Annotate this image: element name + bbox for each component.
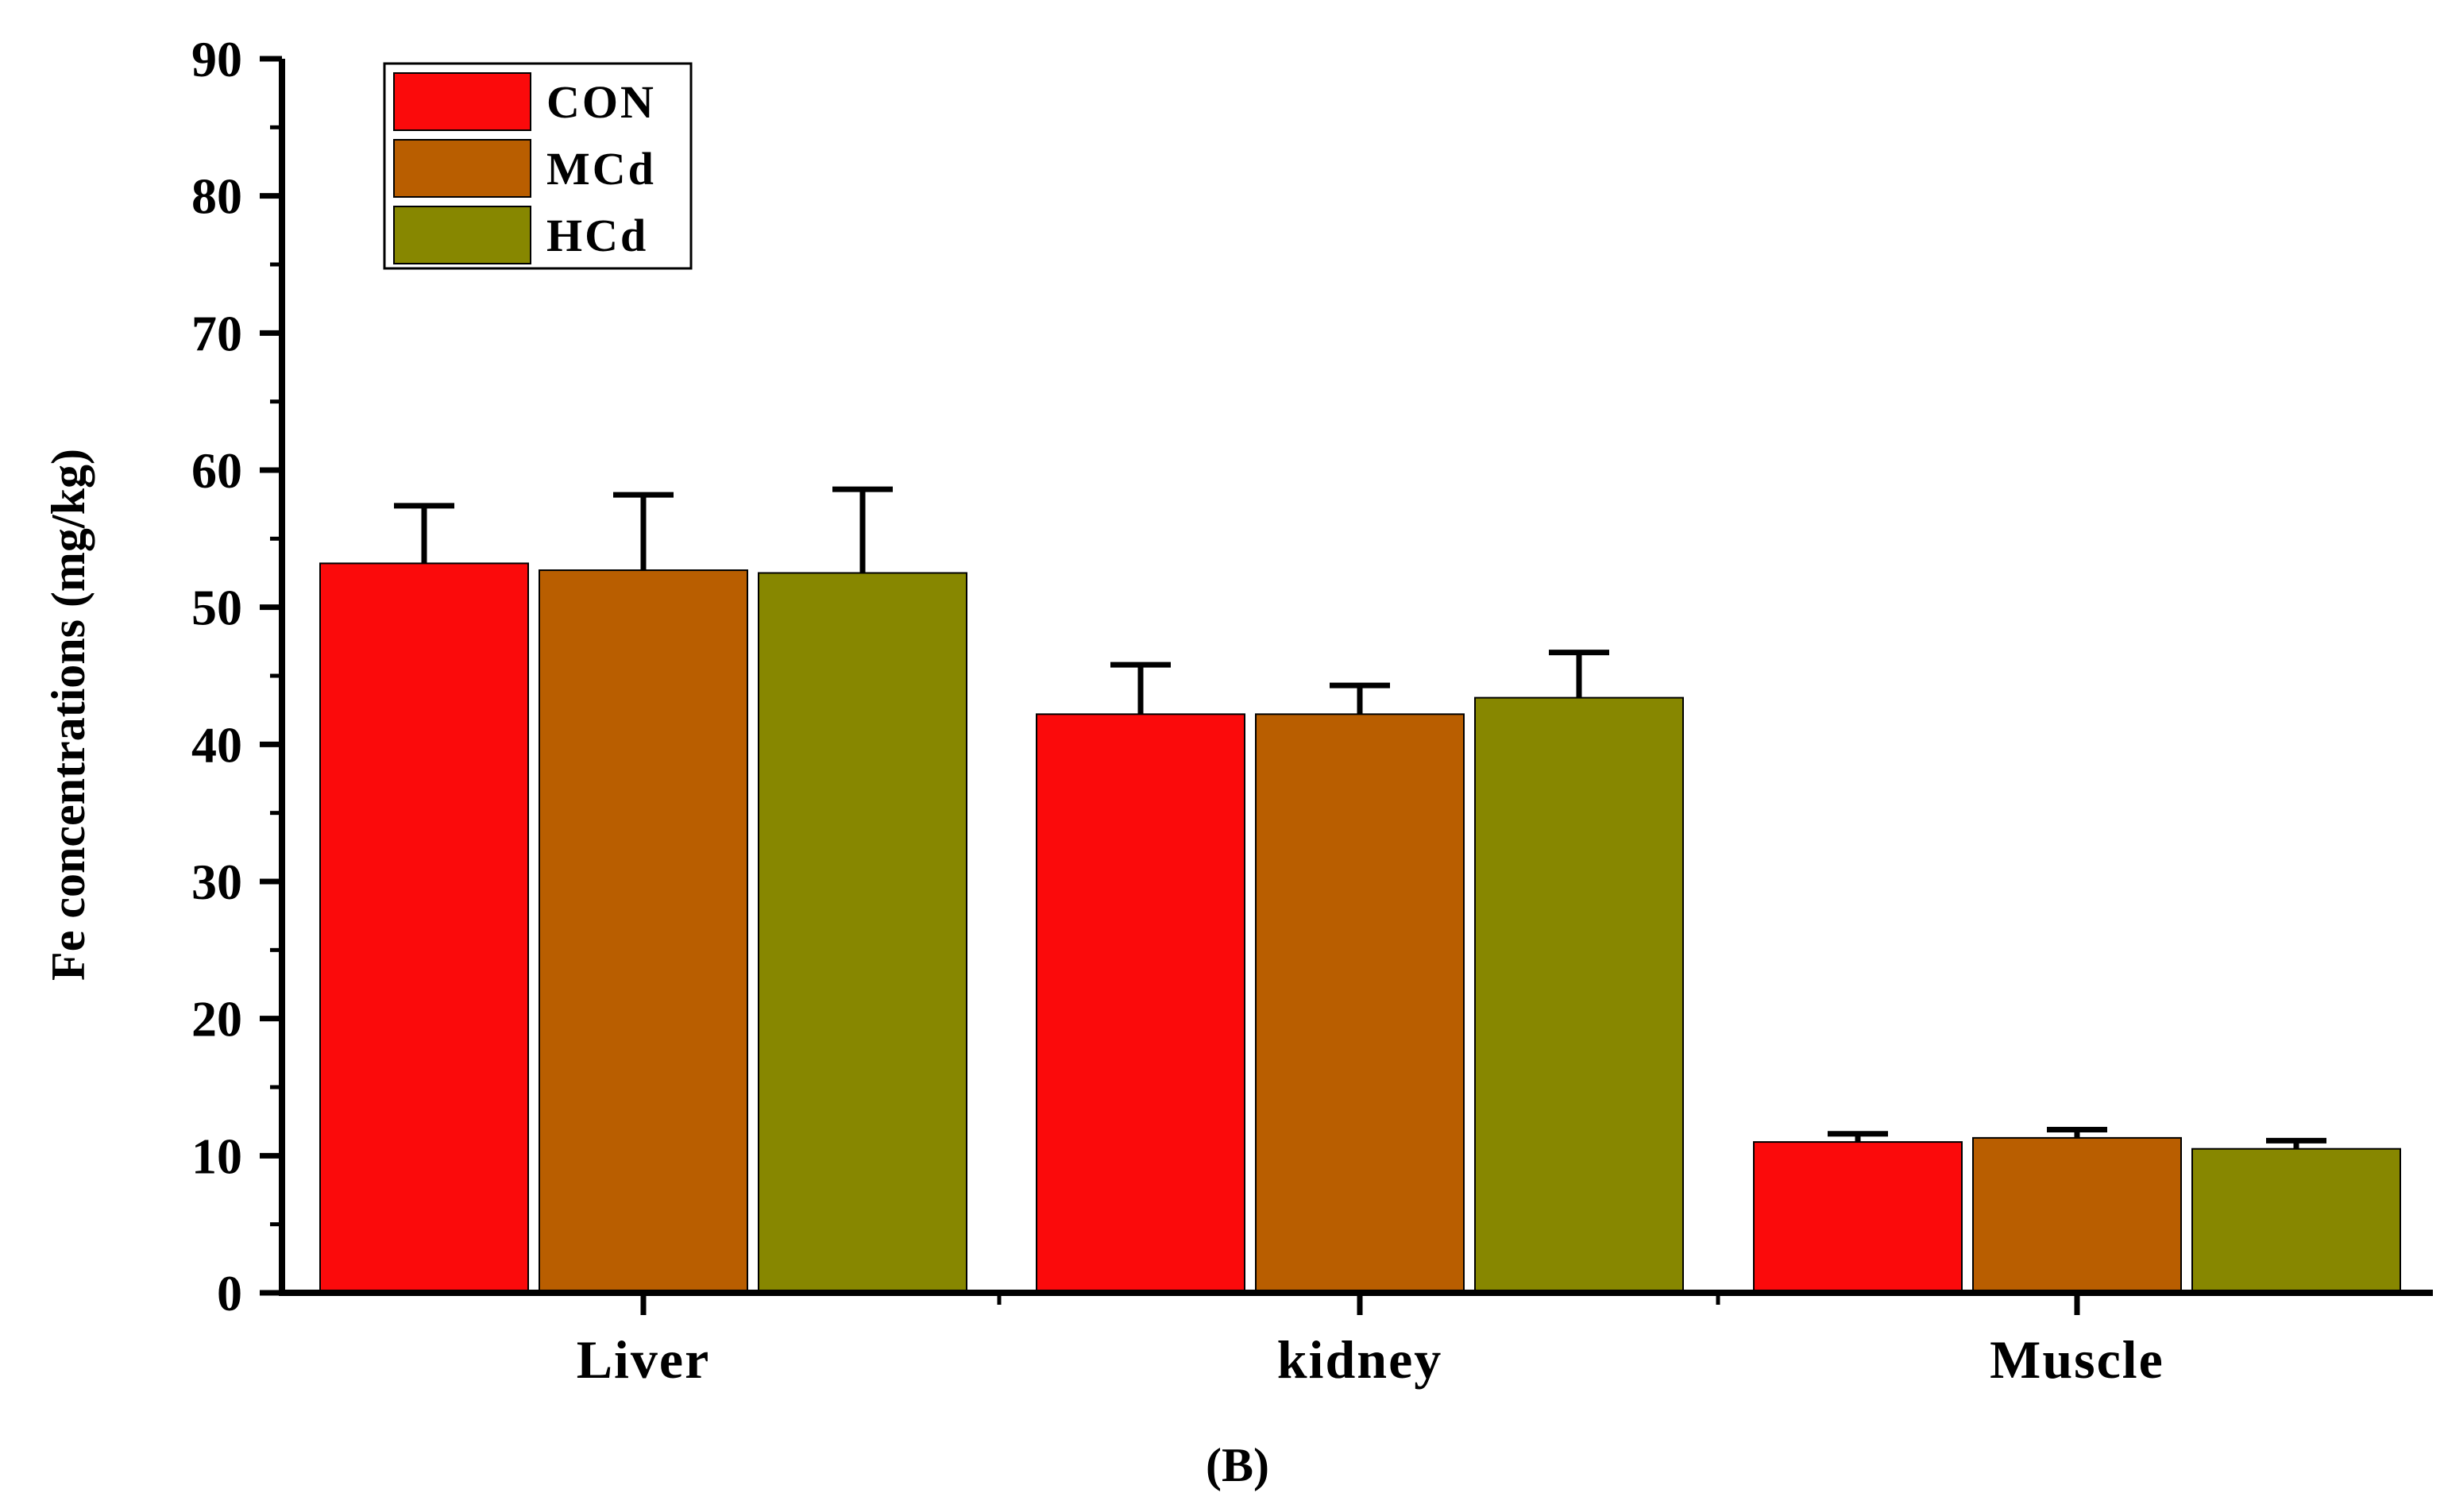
bar-con-kidney — [1036, 713, 1245, 1294]
legend-label-hcd: HCd — [546, 210, 648, 261]
legend: CON MCd HCd — [383, 62, 693, 270]
legend-swatch-hcd — [393, 206, 531, 264]
bar-mcd-muscle — [1972, 1136, 2182, 1294]
axes: Liver kidney Muscle 0 10 20 30 40 50 60 70 80 90 — [191, 31, 2433, 1390]
y-tick-label-0: 0 — [217, 1265, 242, 1321]
x-tick-label-liver: Liver — [577, 1329, 711, 1390]
y-tick-label-10: 10 — [191, 1128, 242, 1184]
bar-hcd-kidney — [1474, 696, 1684, 1294]
bar-hcd-muscle — [2191, 1148, 2401, 1294]
bar-mcd-liver — [539, 569, 748, 1294]
y-tick-label-50: 50 — [191, 580, 242, 636]
bar-con-liver — [319, 562, 529, 1294]
bar-con-muscle — [1753, 1141, 1963, 1294]
x-tick-label-muscle: Muscle — [1990, 1329, 2164, 1390]
y-tick-label-60: 60 — [191, 442, 242, 499]
panel-label: (B) — [1206, 1439, 1269, 1491]
bars — [319, 486, 2401, 1294]
legend-swatch-mcd — [393, 139, 531, 198]
bar-hcd-liver — [758, 572, 967, 1294]
legend-label-mcd: MCd — [546, 143, 656, 195]
bar-mcd-kidney — [1255, 713, 1465, 1294]
y-tick-label-30: 30 — [191, 854, 242, 910]
y-axis-label: Fe concentrations (mg/kg) — [42, 449, 95, 981]
y-tick-label-70: 70 — [191, 305, 242, 361]
x-tick-label-kidney: kidney — [1277, 1329, 1443, 1390]
y-tick-label-40: 40 — [191, 716, 242, 773]
y-tick-label-80: 80 — [191, 168, 242, 225]
legend-swatch-con — [393, 72, 531, 131]
legend-label-con: CON — [546, 76, 656, 128]
y-tick-label-90: 90 — [191, 31, 242, 87]
y-tick-label-20: 20 — [191, 991, 242, 1047]
